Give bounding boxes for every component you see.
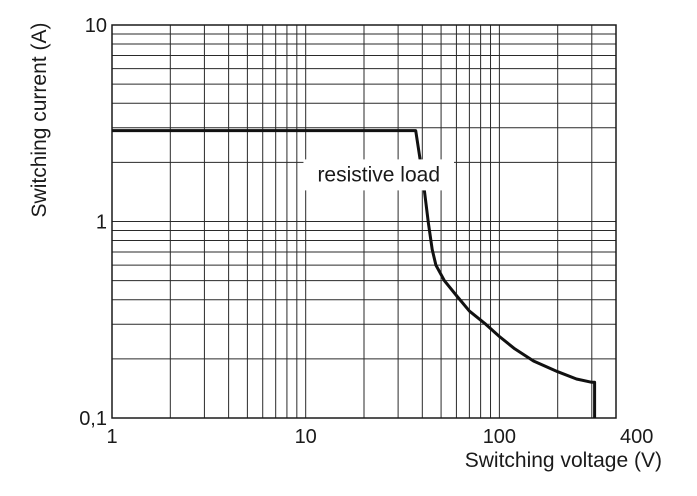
y-tick-label: 10 xyxy=(85,15,107,37)
y-axis-label: Switching current (A) xyxy=(28,23,51,218)
series-layer xyxy=(112,129,597,418)
y-tick-label: 1 xyxy=(96,212,107,234)
annotation-label: resistive load xyxy=(317,163,440,186)
annotation-layer: resistive load xyxy=(303,159,455,191)
x-tick-label: 10 xyxy=(295,426,317,448)
annotation-background xyxy=(303,159,455,191)
x-tick-label: 400 xyxy=(620,426,653,448)
series-line xyxy=(112,129,597,418)
chart-grid xyxy=(112,25,616,418)
x-tick-label: 1 xyxy=(106,426,117,448)
x-tick-label: 100 xyxy=(483,426,516,448)
plot-frame xyxy=(111,24,617,419)
x-axis-label: Switching voltage (V) xyxy=(465,449,662,472)
y-tick-label: 0,1 xyxy=(79,408,107,430)
